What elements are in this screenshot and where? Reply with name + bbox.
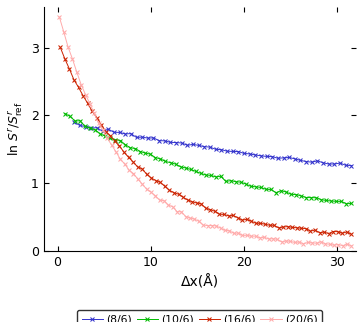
- (8/6): [180, 141, 184, 145]
- (8/6): [202, 145, 207, 148]
- (10/6): [274, 191, 278, 194]
- Line: (20/6): (20/6): [57, 15, 354, 248]
- (10/6): [344, 202, 348, 206]
- Legend: (8/6), (10/6), (16/6), (20/6): (8/6), (10/6), (16/6), (20/6): [77, 310, 322, 322]
- (8/6): [259, 154, 263, 158]
- (8/6): [106, 127, 110, 131]
- (8/6): [219, 148, 224, 152]
- (8/6): [270, 155, 274, 158]
- (8/6): [248, 152, 252, 156]
- (8/6): [298, 158, 303, 162]
- (20/6): [319, 240, 323, 244]
- (10/6): [304, 195, 308, 199]
- (8/6): [191, 142, 195, 146]
- (8/6): [78, 124, 82, 128]
- (20/6): [340, 244, 345, 248]
- (20/6): [349, 244, 354, 248]
- (8/6): [287, 156, 291, 159]
- (16/6): [349, 232, 354, 236]
- (8/6): [304, 160, 308, 164]
- (8/6): [293, 157, 297, 161]
- (8/6): [332, 162, 337, 166]
- (8/6): [185, 143, 189, 147]
- (8/6): [157, 139, 161, 143]
- (16/6): [208, 208, 213, 212]
- (8/6): [208, 145, 212, 149]
- (8/6): [72, 120, 77, 124]
- (16/6): [126, 156, 131, 159]
- (8/6): [315, 159, 320, 163]
- (10/6): [349, 202, 354, 205]
- (8/6): [196, 144, 201, 147]
- (20/6): [227, 229, 232, 232]
- (20/6): [127, 168, 131, 172]
- (10/6): [334, 199, 338, 203]
- (8/6): [231, 149, 235, 153]
- (8/6): [310, 160, 314, 164]
- (10/6): [128, 146, 132, 150]
- (8/6): [242, 151, 246, 155]
- (8/6): [95, 126, 99, 129]
- (16/6): [58, 45, 62, 49]
- (8/6): [151, 136, 156, 140]
- (8/6): [134, 136, 139, 139]
- (16/6): [181, 195, 185, 199]
- Line: (10/6): (10/6): [62, 111, 354, 206]
- (8/6): [89, 126, 93, 130]
- (8/6): [213, 147, 218, 151]
- (20/6): [123, 162, 127, 166]
- (8/6): [83, 125, 88, 128]
- (8/6): [236, 150, 240, 154]
- (8/6): [174, 141, 178, 145]
- (16/6): [340, 231, 344, 235]
- (8/6): [129, 132, 133, 136]
- Line: (8/6): (8/6): [72, 120, 354, 168]
- (10/6): [254, 185, 258, 189]
- (8/6): [349, 164, 354, 167]
- (8/6): [163, 139, 167, 143]
- (20/6): [223, 229, 227, 232]
- (8/6): [327, 162, 331, 166]
- (8/6): [281, 156, 286, 160]
- (8/6): [101, 129, 105, 133]
- (8/6): [225, 149, 229, 153]
- (8/6): [321, 161, 325, 165]
- (16/6): [144, 172, 149, 176]
- (16/6): [308, 229, 313, 233]
- (8/6): [338, 161, 342, 165]
- Line: (16/6): (16/6): [58, 45, 354, 237]
- (8/6): [140, 135, 144, 139]
- (8/6): [343, 163, 348, 167]
- (8/6): [168, 140, 173, 144]
- (10/6): [133, 147, 138, 150]
- X-axis label: Δx(Å): Δx(Å): [181, 275, 219, 289]
- Y-axis label: ln $S^r/S^r_{\rm ref}$: ln $S^r/S^r_{\rm ref}$: [7, 102, 25, 156]
- (8/6): [112, 130, 116, 134]
- (8/6): [117, 130, 122, 134]
- (10/6): [63, 112, 67, 116]
- (8/6): [264, 155, 269, 158]
- (20/6): [57, 15, 62, 19]
- (8/6): [146, 136, 150, 140]
- (8/6): [253, 153, 257, 157]
- (8/6): [123, 132, 127, 136]
- (8/6): [276, 156, 280, 160]
